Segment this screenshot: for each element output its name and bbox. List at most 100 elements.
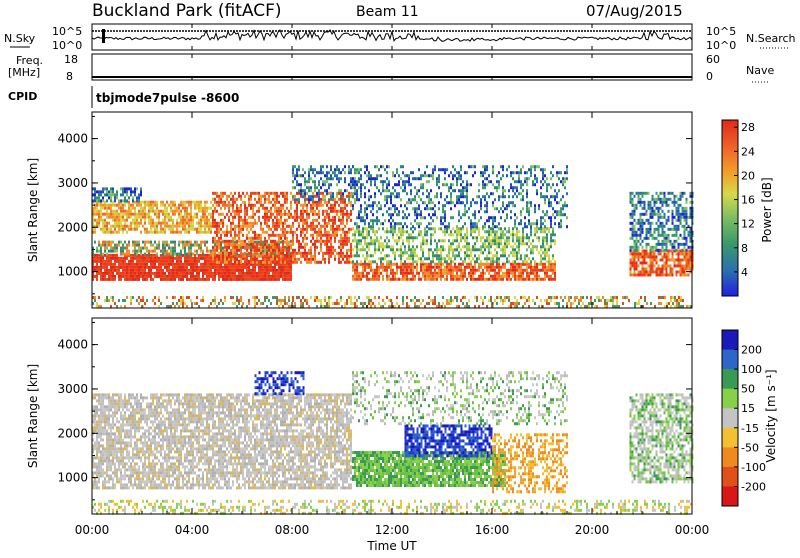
power-cell <box>166 201 168 204</box>
power-cell <box>544 272 546 275</box>
power-cell <box>144 247 146 250</box>
power-cell <box>338 258 340 261</box>
power-cell <box>248 272 250 275</box>
power-cell <box>218 237 220 240</box>
power-cell <box>400 204 402 207</box>
power-cell <box>270 269 272 272</box>
power-cell <box>484 168 486 171</box>
power-cell <box>328 183 330 186</box>
power-cell <box>352 239 354 242</box>
power-cell <box>100 213 102 216</box>
power-cell <box>416 192 418 195</box>
power-cell <box>326 204 328 207</box>
power-cell <box>158 231 160 234</box>
power-cell <box>130 207 132 210</box>
power-cell <box>356 266 358 269</box>
power-cell <box>536 248 538 251</box>
power-cell <box>332 204 334 207</box>
power-cell <box>460 272 462 275</box>
power-cell <box>132 241 134 244</box>
power-cell <box>358 180 360 183</box>
power-cell <box>390 248 392 251</box>
power-cell <box>496 174 498 177</box>
power-cell <box>368 278 370 281</box>
power-cell <box>378 248 380 251</box>
power-cell <box>184 210 186 213</box>
power-cell <box>530 204 532 207</box>
power-cell <box>542 177 544 180</box>
power-cell <box>216 266 218 269</box>
power-cell <box>130 263 132 266</box>
power-cell <box>238 249 240 252</box>
power-cell <box>170 257 172 260</box>
power-cell <box>116 222 118 225</box>
power-cell <box>114 199 116 202</box>
power-cell <box>272 231 274 234</box>
power-cell <box>184 207 186 210</box>
power-cell <box>496 257 498 260</box>
power-cell <box>440 269 442 272</box>
power-cell <box>212 246 214 249</box>
power-cell <box>254 275 256 278</box>
power-cell <box>472 165 474 168</box>
power-cell <box>208 219 210 222</box>
power-cell <box>192 275 194 278</box>
power-cell <box>180 222 182 225</box>
power-cell <box>528 239 530 242</box>
power-cell <box>152 231 154 234</box>
power-cell <box>348 171 350 174</box>
power-cell <box>278 234 280 237</box>
power-cell <box>272 225 274 228</box>
power-cell <box>184 231 186 234</box>
power-cell <box>128 244 130 247</box>
power-cell <box>208 278 210 281</box>
power-cell <box>252 216 254 219</box>
power-cell <box>200 204 202 207</box>
power-cell <box>450 230 452 233</box>
power-cell <box>404 174 406 177</box>
power-cell <box>322 219 324 222</box>
power-cell <box>170 225 172 228</box>
power-cell <box>276 216 278 219</box>
power-cell <box>358 233 360 236</box>
power-cell <box>230 266 232 269</box>
power-cell <box>366 257 368 260</box>
power-cell <box>102 213 104 216</box>
power-cell <box>158 257 160 260</box>
power-cell <box>546 248 548 251</box>
power-cell <box>408 269 410 272</box>
power-cell <box>362 254 364 257</box>
power-cell <box>162 257 164 260</box>
power-cell <box>550 216 552 219</box>
power-cell <box>206 257 208 260</box>
power-cell <box>216 234 218 237</box>
power-cell <box>178 231 180 234</box>
power-cell <box>492 219 494 222</box>
power-cell <box>434 269 436 272</box>
power-cell <box>344 180 346 183</box>
beam-label: Beam 11 <box>356 4 419 20</box>
power-cell <box>98 190 100 193</box>
power-cell <box>298 165 300 168</box>
power-cell <box>260 278 262 281</box>
power-cell <box>308 216 310 219</box>
power-cell <box>534 207 536 210</box>
power-cell <box>258 255 260 258</box>
power-cell <box>470 254 472 257</box>
power-cell <box>246 258 248 261</box>
power-cell <box>630 270 632 273</box>
power-cell <box>540 216 542 219</box>
power-cell <box>272 252 274 255</box>
power-cell <box>220 222 222 225</box>
power-cell <box>482 263 484 266</box>
power-cell <box>364 260 366 263</box>
power-cell <box>632 261 634 264</box>
power-cell <box>480 260 482 263</box>
power-cell <box>524 236 526 239</box>
power-cell <box>388 219 390 222</box>
power-cell <box>292 243 294 246</box>
power-cell <box>448 272 450 275</box>
power-cell <box>154 275 156 278</box>
power-cell <box>126 219 128 222</box>
power-cell <box>530 165 532 168</box>
